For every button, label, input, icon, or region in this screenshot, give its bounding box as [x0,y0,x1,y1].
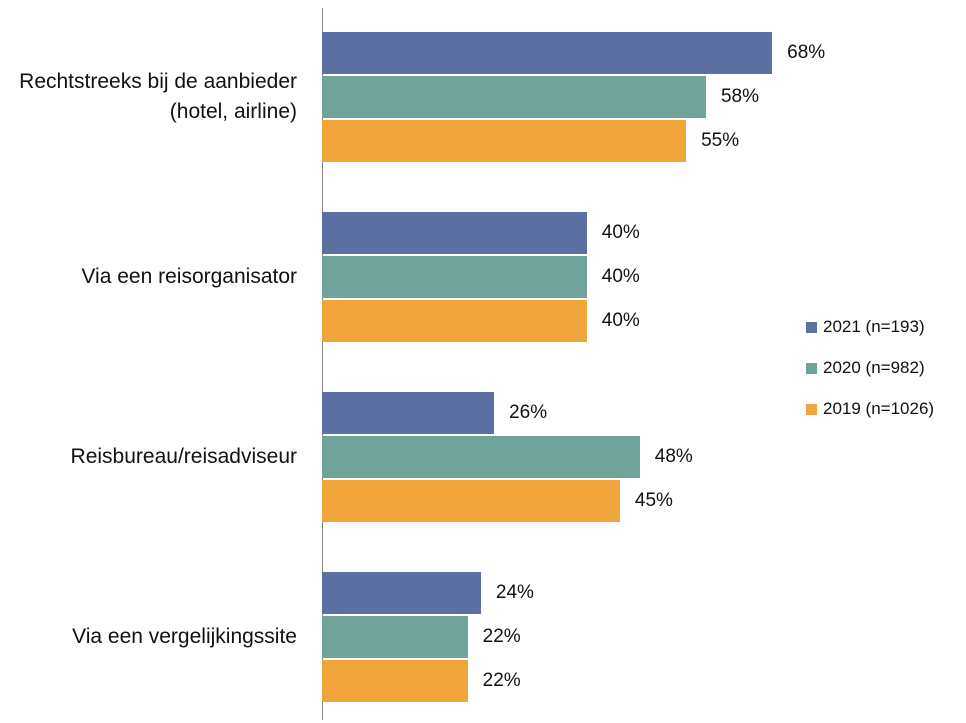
legend-label: 2020 (n=982) [823,358,925,377]
bar [322,76,706,118]
bar [322,32,773,74]
bar [322,212,587,254]
data-label: 22% [482,670,521,691]
data-label: 26% [509,402,548,423]
data-label: 22% [482,626,521,647]
data-label: 68% [787,42,826,63]
category-axis [322,8,323,720]
bar [322,436,640,478]
bar [322,120,687,162]
legend-swatch [806,322,817,333]
bar [322,300,587,342]
legend-label: 2021 (n=193) [823,317,925,336]
data-label: 40% [601,222,640,243]
data-label: 55% [701,130,740,151]
data-label: 40% [601,266,640,287]
legend-swatch [806,404,817,415]
category-label: Via een reisorganisator [81,265,297,288]
category-label: Via een vergelijkingssite [72,625,297,648]
bar [322,480,620,522]
data-label: 45% [634,490,673,511]
bar [322,256,587,298]
bar [322,392,495,434]
legend-swatch [806,363,817,374]
data-label: 24% [495,582,534,603]
data-label: 58% [720,86,759,107]
category-label: Reisbureau/reisadviseur [70,445,297,468]
data-label: 40% [601,310,640,331]
data-label: 48% [654,446,693,467]
bar [322,616,468,658]
legend-label: 2019 (n=1026) [823,399,935,418]
bar [322,660,468,702]
bar [322,572,481,614]
category-label: Rechtstreeks bij de aanbieder (hotel, ai… [19,70,297,123]
